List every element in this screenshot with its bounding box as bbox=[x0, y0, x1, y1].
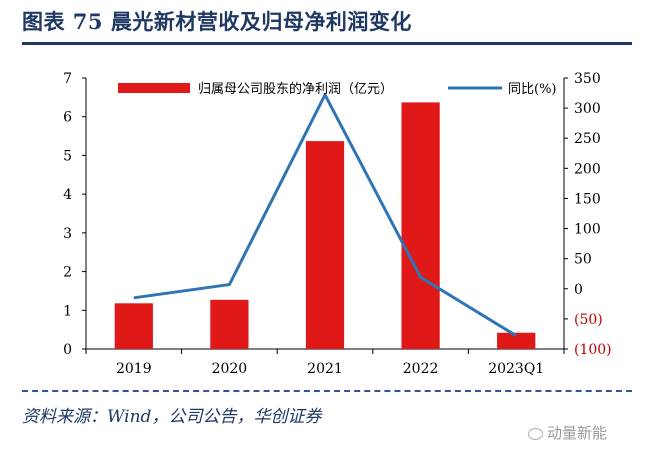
left-tick-label: 6 bbox=[63, 110, 72, 126]
x-tick-label: 2022 bbox=[403, 361, 439, 377]
right-tick-label: 0 bbox=[574, 282, 583, 298]
right-tick-label: 200 bbox=[574, 161, 601, 177]
figure-title: 图表 75 晨光新材营收及归母净利润变化 bbox=[22, 9, 412, 34]
legend-label-yoy: 同比(%) bbox=[508, 82, 557, 97]
bar-net-profit bbox=[210, 299, 249, 349]
x-tick-label: 2023Q1 bbox=[488, 361, 544, 377]
right-tick-label: 150 bbox=[574, 191, 601, 207]
left-tick-label: 1 bbox=[63, 303, 72, 319]
right-tick-label: 100 bbox=[574, 222, 601, 238]
x-tick-label: 2019 bbox=[116, 361, 152, 377]
left-tick-label: 2 bbox=[63, 265, 72, 281]
right-tick-label: (100) bbox=[574, 342, 612, 358]
chart: 0 1 2 3 4 5 6 7 (100) (50) 0 50 100 150 200 250 300 350 20… bbox=[63, 71, 612, 377]
line-yoy-growth bbox=[133, 93, 517, 338]
right-tick-label: 350 bbox=[574, 71, 601, 87]
bar-net-profit bbox=[305, 141, 345, 349]
left-tick-label: 5 bbox=[63, 148, 72, 164]
x-tick-label: 2020 bbox=[212, 361, 248, 377]
right-tick-label: 50 bbox=[574, 252, 592, 268]
left-tick-label: 0 bbox=[63, 342, 72, 358]
legend-swatch-net-profit bbox=[118, 83, 190, 93]
x-tick-label: 2021 bbox=[307, 361, 343, 377]
right-tick-label: 250 bbox=[574, 131, 601, 147]
title-divider bbox=[22, 42, 632, 45]
bar-net-profit bbox=[114, 303, 153, 349]
left-tick-label: 4 bbox=[63, 187, 72, 203]
left-tick-label: 3 bbox=[63, 226, 72, 242]
bar-net-profit bbox=[497, 332, 536, 349]
left-tick-label: 7 bbox=[63, 71, 72, 87]
watermark: 动量新能 bbox=[528, 422, 607, 443]
wechat-icon bbox=[528, 427, 543, 440]
right-tick-label: (50) bbox=[574, 312, 603, 328]
right-tick-label: 300 bbox=[574, 101, 601, 117]
source-note: 资料来源：Wind，公司公告，华创证券 bbox=[22, 407, 322, 427]
watermark-text: 动量新能 bbox=[547, 424, 608, 442]
footer-divider bbox=[22, 390, 632, 392]
legend-label-net-profit: 归属母公司股东的净利润（亿元） bbox=[198, 81, 393, 97]
bar-net-profit bbox=[401, 102, 440, 349]
